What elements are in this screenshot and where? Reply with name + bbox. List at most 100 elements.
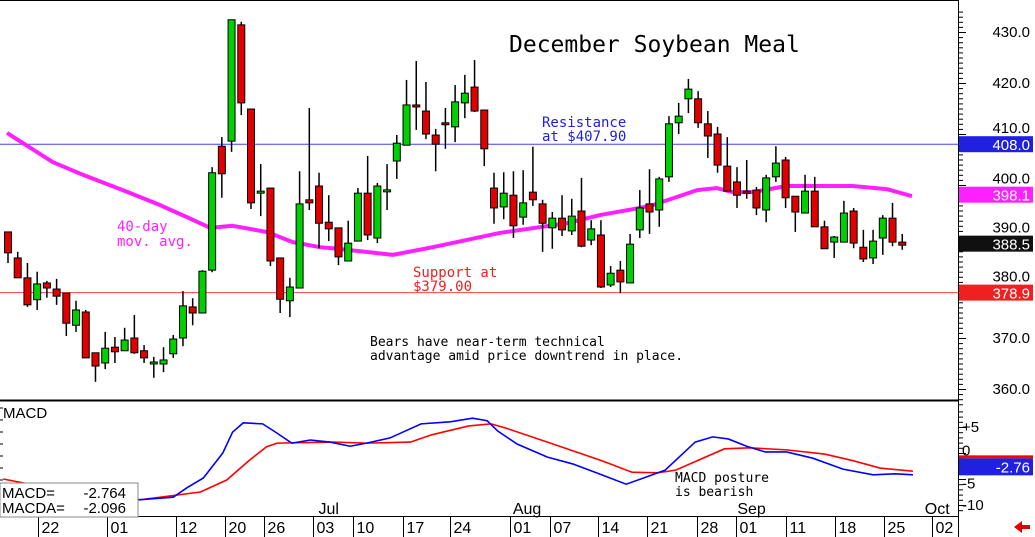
candle-body-down bbox=[810, 190, 819, 228]
candle-body-down bbox=[52, 288, 61, 297]
price-tag-bg bbox=[959, 235, 1033, 252]
macd-tick-label: -10 bbox=[962, 497, 984, 514]
candle-body-up bbox=[655, 178, 664, 211]
candle bbox=[120, 327, 129, 352]
candle bbox=[208, 167, 217, 273]
date-label: 01 bbox=[740, 520, 758, 537]
candle-body-up bbox=[101, 347, 110, 364]
candle bbox=[421, 81, 430, 140]
candle-body-down bbox=[694, 98, 703, 124]
resistance-label: Resistance bbox=[542, 115, 626, 131]
candle bbox=[694, 91, 703, 128]
candle-body-up bbox=[878, 217, 887, 239]
candle-body-up bbox=[120, 339, 129, 352]
candle bbox=[169, 334, 178, 358]
date-label: 20 bbox=[229, 520, 247, 537]
candle bbox=[383, 164, 392, 210]
candle-body-down bbox=[538, 203, 547, 224]
candle bbox=[752, 187, 761, 216]
date-label: 02 bbox=[936, 520, 954, 537]
month-label: Sep bbox=[737, 501, 766, 518]
macd-tick-label: 0 bbox=[962, 442, 970, 459]
candle bbox=[13, 251, 22, 279]
scroll-left-arrow-icon[interactable] bbox=[1014, 521, 1030, 533]
candle-body-down bbox=[723, 165, 732, 192]
candle-body-down bbox=[140, 350, 149, 359]
price-tick-label: 430.0 bbox=[992, 24, 1030, 41]
candle bbox=[558, 195, 567, 236]
date-label: 14 bbox=[602, 520, 620, 537]
candle-body-up bbox=[256, 190, 265, 194]
candle-body-down bbox=[23, 277, 32, 306]
candle-body-up bbox=[548, 217, 557, 229]
candle bbox=[664, 116, 673, 182]
macd-readout-value: -2.764 bbox=[83, 485, 126, 502]
price-tag-bg bbox=[959, 186, 1033, 203]
candle bbox=[830, 236, 839, 258]
candle-body-down bbox=[752, 189, 761, 209]
macd-tick-label: +5 bbox=[962, 419, 979, 436]
candle bbox=[441, 107, 450, 149]
candle bbox=[91, 352, 100, 382]
candles bbox=[4, 19, 907, 382]
macd-readout-box: MACD= -2.764 MACDA= -2.096 bbox=[0, 482, 139, 518]
candle-body-down bbox=[315, 185, 324, 224]
candle bbox=[626, 233, 635, 284]
price-axis: 430.0 420.0 410.0 400.0 390.0 380.0 370.0 360.0… bbox=[959, 11, 1033, 406]
candle bbox=[130, 315, 139, 354]
date-label: 01 bbox=[514, 520, 532, 537]
candle bbox=[33, 271, 42, 310]
candle-body-down bbox=[528, 191, 537, 201]
candle bbox=[869, 229, 878, 265]
candle-body-down bbox=[4, 231, 12, 254]
candle-body-down bbox=[247, 108, 255, 204]
candle bbox=[373, 182, 382, 244]
candle bbox=[402, 79, 411, 146]
price-tick-label: 400.0 bbox=[992, 171, 1030, 188]
candle bbox=[460, 74, 469, 119]
candle bbox=[4, 231, 12, 264]
candle bbox=[548, 212, 557, 249]
candle-body-down bbox=[266, 187, 275, 262]
candle bbox=[684, 78, 693, 114]
candle bbox=[159, 347, 168, 373]
candle-body-down bbox=[470, 86, 479, 112]
candle-body-up bbox=[451, 101, 460, 128]
macd-tick-label: -5 bbox=[962, 475, 975, 492]
candle bbox=[353, 188, 362, 242]
candle-body-down bbox=[703, 123, 712, 137]
macd-line bbox=[138, 417, 913, 501]
macd-comment-1: MACD posture bbox=[675, 471, 769, 486]
candle bbox=[499, 172, 508, 220]
macda-readout-value: -2.096 bbox=[83, 500, 126, 517]
date-label: 24 bbox=[454, 520, 472, 537]
candle-body-up bbox=[460, 92, 469, 104]
macd-comment-2: is bearish bbox=[675, 485, 753, 500]
candle bbox=[188, 298, 197, 326]
macd-tag-text: -2.76 bbox=[996, 459, 1030, 476]
candle bbox=[538, 199, 547, 252]
candle-body-up bbox=[159, 359, 168, 365]
price-tick-label: 380.0 bbox=[992, 269, 1030, 286]
candle-body-down bbox=[898, 241, 907, 246]
month-label: Oct bbox=[925, 501, 950, 518]
candle-body-down bbox=[888, 217, 897, 243]
candle-body-down bbox=[324, 221, 333, 230]
macd-panel: +5 0 -5 -10 -2.76 bbox=[0, 407, 1033, 514]
candle bbox=[645, 169, 654, 234]
candle-body-down bbox=[13, 257, 22, 279]
date-label: 22 bbox=[42, 520, 60, 537]
candle-body-up bbox=[674, 115, 683, 124]
comment-line-1: Bears have near-term technical bbox=[370, 335, 605, 350]
candle bbox=[412, 61, 421, 130]
candle-body-down bbox=[276, 257, 285, 300]
candle-body-down bbox=[490, 187, 498, 209]
candle bbox=[528, 146, 537, 206]
candle bbox=[674, 102, 683, 134]
price-tag: 388.5 bbox=[959, 235, 1033, 254]
candle bbox=[324, 195, 333, 242]
candle bbox=[451, 85, 460, 143]
date-label: 03 bbox=[317, 520, 335, 537]
